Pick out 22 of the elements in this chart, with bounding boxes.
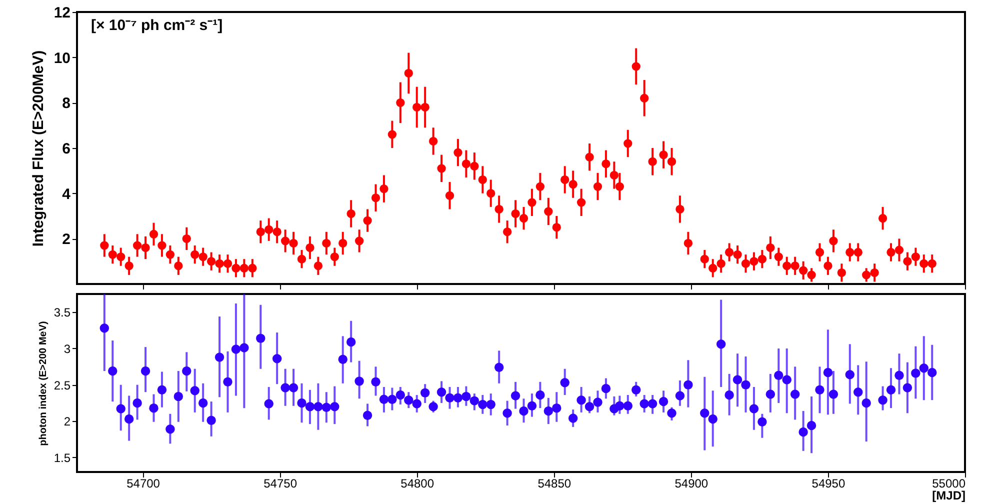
y-axis-title: photon index (E>200 MeV) xyxy=(38,321,49,446)
y-tick-label: 2.5 xyxy=(54,378,71,392)
y-tick-label: 12 xyxy=(54,4,70,22)
x-tick-label: 54950 xyxy=(812,476,846,490)
y-tick-label: 3 xyxy=(64,342,71,356)
x-tick-label: 54900 xyxy=(674,476,708,490)
x-tick-label: 54750 xyxy=(264,476,298,490)
y-tick-label: 2 xyxy=(64,414,71,429)
annotation: [× 10⁻⁷ ph cm⁻² s⁻¹] xyxy=(91,17,223,34)
x-axis-title: [MJD] xyxy=(932,488,966,502)
x-tick-label: 54800 xyxy=(400,476,434,490)
x-tick-label: 55000 xyxy=(932,476,966,490)
y-axis-title: Integrated Flux (E>200MeV) xyxy=(30,50,47,247)
y-tick-label: 4 xyxy=(62,186,72,203)
y-tick-label: 1.5 xyxy=(54,450,71,465)
x-tick-label: 54700 xyxy=(126,476,160,490)
y-tick-label: 10 xyxy=(54,50,70,67)
y-tick-label: 2 xyxy=(62,231,70,248)
y-tick-label: 6 xyxy=(62,140,70,158)
y-tick-label: 3.5 xyxy=(54,306,71,320)
x-tick-label: 54850 xyxy=(538,476,572,490)
y-tick-label: 8 xyxy=(62,95,70,112)
